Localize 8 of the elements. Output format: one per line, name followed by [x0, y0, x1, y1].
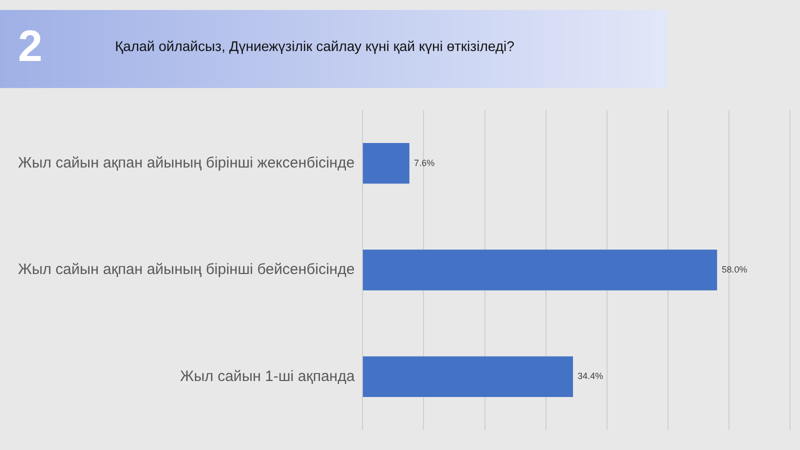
text: 2 — [18, 22, 42, 72]
y-tick-label: Жыл сайын ақпан айының бірінші жексенбісінде — [18, 154, 355, 172]
data-label: 34.4% — [578, 371, 604, 382]
data-label: 7.6% — [414, 158, 435, 168]
y-tick-label: Жыл сайын ақпан айының бірінші бейсенбісінде — [18, 261, 355, 278]
y-tick-label: Жыл сайын 1-ші ақпанда — [180, 368, 356, 385]
data-label: 58.0% — [722, 264, 748, 274]
chart-title: Қалай ойлайсыз, Дүниежүзілік сайлау күні қай күні өткізіледі? — [115, 38, 514, 54]
